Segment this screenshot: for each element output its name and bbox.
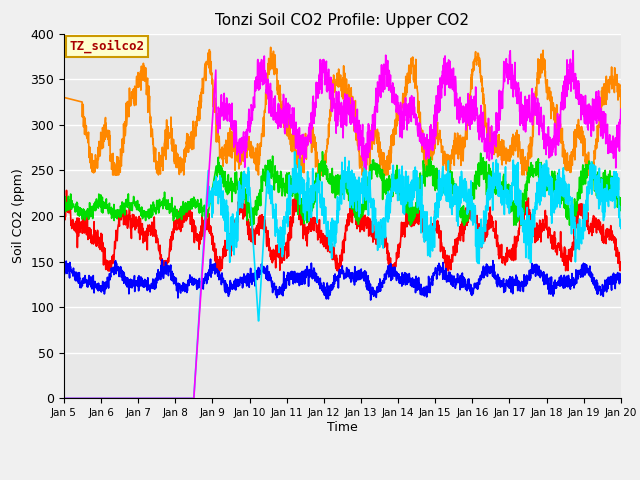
Tree -4cm (601, 277, 609, 283)
Open -2cm (63, 188, 70, 193)
Tree2 -2cm (601, 209, 609, 215)
Tree -4cm (602, 282, 609, 288)
Tree2 -2cm (316, 193, 324, 199)
Y-axis label: Soil CO2 (ppm): Soil CO2 (ppm) (12, 168, 25, 264)
Open -2cm (89, 235, 97, 240)
Tree2 -2cm (291, 149, 298, 155)
Tree -2cm (601, 96, 609, 102)
Line: Tree -4cm: Tree -4cm (64, 259, 621, 300)
Line: Tree2 -2cm: Tree2 -2cm (64, 152, 621, 398)
Tree -2cm (60, 95, 68, 100)
Tree2 -2cm (499, 188, 506, 193)
Tree -4cm (316, 276, 324, 281)
Tree2 - 4cm (60, 396, 68, 401)
Line: Open -4cm: Open -4cm (64, 152, 621, 225)
Open -2cm (317, 240, 324, 246)
Tree -2cm (88, 158, 96, 164)
Open -4cm (332, 195, 339, 201)
Tree -2cm (332, 83, 339, 89)
Open -2cm (104, 268, 112, 274)
X-axis label: Time: Time (327, 421, 358, 434)
Tree -2cm (317, 172, 324, 178)
Tree2 - 4cm (601, 130, 609, 135)
Title: Tonzi Soil CO2 Profile: Upper CO2: Tonzi Soil CO2 Profile: Upper CO2 (216, 13, 469, 28)
Tree -4cm (367, 297, 374, 303)
Tree2 - 4cm (570, 48, 577, 54)
Tree2 - 4cm (88, 396, 96, 401)
Text: TZ_soilco2: TZ_soilco2 (70, 40, 145, 53)
Open -4cm (88, 209, 96, 215)
Tree -4cm (88, 275, 96, 281)
Line: Open -2cm: Open -2cm (64, 191, 621, 271)
Tree -2cm (267, 44, 275, 50)
Tree -2cm (617, 110, 625, 116)
Tree2 - 4cm (331, 101, 339, 107)
Tree2 -2cm (601, 199, 609, 205)
Tree2 -2cm (60, 396, 68, 401)
Tree -4cm (617, 279, 625, 285)
Tree -2cm (109, 172, 116, 178)
Tree -4cm (499, 279, 507, 285)
Open -4cm (247, 222, 255, 228)
Open -2cm (601, 236, 609, 242)
Open -4cm (602, 168, 609, 173)
Tree2 - 4cm (601, 119, 609, 124)
Line: Tree2 - 4cm: Tree2 - 4cm (64, 51, 621, 398)
Open -4cm (316, 168, 324, 174)
Tree -4cm (207, 256, 214, 262)
Tree -2cm (499, 155, 507, 160)
Tree -4cm (331, 271, 339, 277)
Tree -4cm (60, 269, 68, 275)
Open -2cm (499, 254, 507, 260)
Open -4cm (499, 184, 507, 190)
Open -4cm (601, 176, 609, 181)
Tree2 - 4cm (499, 106, 506, 111)
Tree2 -2cm (88, 396, 96, 401)
Open -4cm (60, 200, 68, 206)
Open -4cm (319, 149, 326, 155)
Open -2cm (602, 237, 609, 243)
Open -2cm (60, 209, 68, 215)
Open -2cm (332, 259, 339, 264)
Line: Tree -2cm: Tree -2cm (64, 47, 621, 175)
Tree2 - 4cm (316, 86, 324, 92)
Open -2cm (617, 267, 625, 273)
Tree2 -2cm (617, 226, 625, 231)
Tree -2cm (602, 98, 609, 104)
Tree2 -2cm (331, 218, 339, 224)
Open -4cm (617, 203, 625, 209)
Tree2 - 4cm (617, 106, 625, 112)
